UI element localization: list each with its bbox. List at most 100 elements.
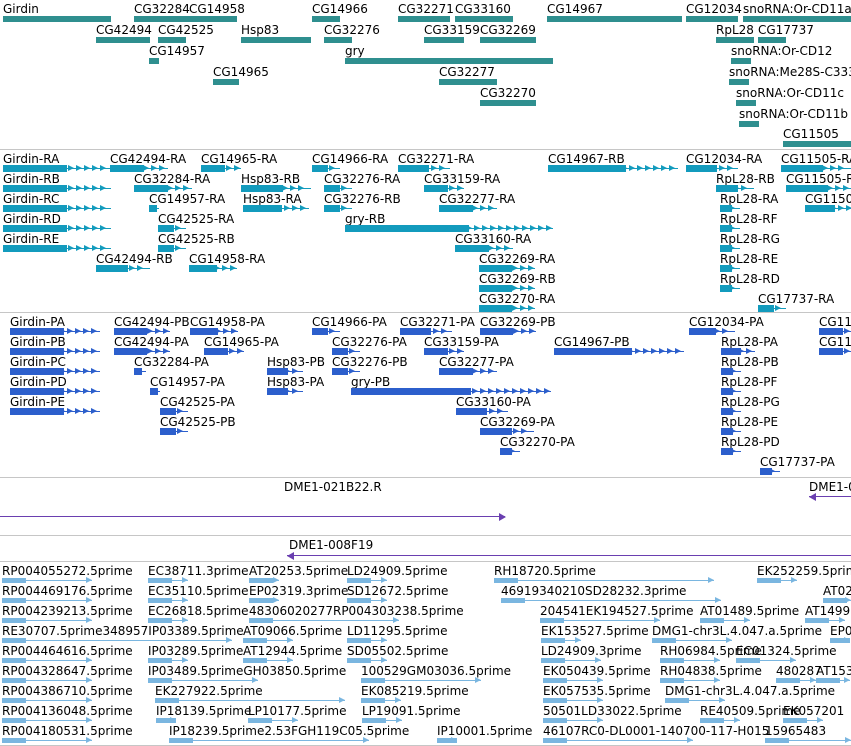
est-block[interactable] bbox=[243, 638, 267, 643]
est-block[interactable] bbox=[2, 638, 26, 643]
feature-label[interactable]: CG32269-PA bbox=[480, 415, 555, 429]
feature-label[interactable]: EK252259.5prime bbox=[757, 564, 851, 578]
feature-label[interactable]: Girdin-RC bbox=[3, 192, 60, 206]
exon-bar[interactable] bbox=[479, 285, 512, 292]
feature-label[interactable]: CG32269-RB bbox=[479, 272, 556, 286]
est-block[interactable] bbox=[805, 618, 829, 623]
feature-label[interactable]: CG42494-PA bbox=[114, 335, 189, 349]
est-block[interactable] bbox=[361, 678, 385, 683]
feature-label[interactable]: CG32269-RA bbox=[479, 252, 556, 266]
est-block[interactable] bbox=[700, 618, 724, 623]
feature-label[interactable]: Hsp83-PA bbox=[267, 375, 325, 389]
est-block[interactable] bbox=[541, 658, 565, 663]
feature-label[interactable]: CG32270-PA bbox=[500, 435, 575, 449]
est-block[interactable] bbox=[362, 718, 386, 723]
feature-label[interactable]: LD11295.5prime bbox=[347, 624, 448, 638]
gene-bar[interactable] bbox=[241, 37, 311, 43]
est-block[interactable] bbox=[437, 738, 457, 743]
feature-label[interactable]: IP10001.5prime bbox=[437, 724, 533, 738]
gene-bar[interactable] bbox=[398, 16, 450, 22]
gene-bar[interactable] bbox=[345, 58, 553, 64]
feature-label[interactable]: RH06984.5prime bbox=[660, 644, 762, 658]
gene-bar[interactable] bbox=[324, 37, 352, 43]
gene-bar[interactable] bbox=[213, 79, 239, 85]
feature-label[interactable]: Girdin-PD bbox=[10, 375, 67, 389]
gene-bar[interactable] bbox=[783, 141, 851, 147]
est-block[interactable] bbox=[2, 678, 26, 683]
feature-label[interactable]: RpL28-RA bbox=[720, 192, 779, 206]
gene-bar[interactable] bbox=[312, 16, 340, 22]
feature-label[interactable]: CG14958-RA bbox=[189, 252, 266, 266]
est-block[interactable] bbox=[541, 638, 565, 643]
feature-label[interactable]: CG14967-PB bbox=[554, 335, 630, 349]
est-block[interactable] bbox=[248, 718, 272, 723]
feature-label[interactable]: CG32277 bbox=[439, 65, 495, 79]
feature-label[interactable]: Girdin-RA bbox=[3, 152, 60, 166]
feature-label[interactable]: CG14957 bbox=[149, 44, 205, 58]
exon-bar[interactable] bbox=[400, 328, 431, 335]
exon-bar[interactable] bbox=[160, 408, 176, 415]
feature-label[interactable]: AT1499 bbox=[805, 604, 851, 618]
exon-bar[interactable] bbox=[398, 165, 429, 172]
gene-bar[interactable] bbox=[3, 16, 111, 22]
feature-label[interactable]: CG32270-RA bbox=[479, 292, 556, 306]
feature-label[interactable]: EK057535.5prime bbox=[543, 684, 651, 698]
feature-label[interactable]: 204541EK194527.5prime bbox=[540, 604, 694, 618]
feature-label[interactable]: CG42494-PB bbox=[114, 315, 190, 329]
feature-label[interactable]: CG11505-PA bbox=[819, 315, 851, 329]
feature-label[interactable]: RpL28-RG bbox=[720, 232, 780, 246]
exon-bar[interactable] bbox=[324, 205, 340, 212]
feature-label[interactable]: CG42525-RA bbox=[158, 212, 235, 226]
feature-label[interactable]: CG33160-PA bbox=[456, 395, 531, 409]
feature-label[interactable]: EK050439.5prime bbox=[543, 664, 651, 678]
feature-label[interactable]: RP004386710.5prime bbox=[2, 684, 133, 698]
feature-label[interactable]: CG33159-PA bbox=[424, 335, 499, 349]
feature-label[interactable]: EP0 bbox=[830, 624, 851, 638]
exon-bar[interactable] bbox=[3, 185, 67, 192]
feature-label[interactable]: CG11505 bbox=[783, 127, 839, 141]
feature-label[interactable]: LD24909.5prime bbox=[347, 564, 448, 578]
exon-bar[interactable] bbox=[479, 265, 512, 272]
est-block[interactable] bbox=[249, 598, 273, 603]
feature-label[interactable]: CG14958-PA bbox=[190, 315, 265, 329]
feature-label[interactable]: CG32276-RA bbox=[324, 172, 401, 186]
est-block[interactable] bbox=[347, 598, 371, 603]
feature-label[interactable]: DMG1-chr3L.4.047.a.5prime bbox=[665, 684, 836, 698]
feature-label[interactable]: RpL28-RB bbox=[716, 172, 775, 186]
gene-bar[interactable] bbox=[96, 37, 150, 43]
feature-label[interactable]: CG12034 bbox=[686, 2, 742, 16]
feature-label[interactable]: 46107RC0-DL0001-140700-117-H015 bbox=[543, 724, 770, 738]
feature-label[interactable]: EC26818.5prime bbox=[148, 604, 249, 618]
feature-label[interactable]: CG14957-PA bbox=[150, 375, 225, 389]
est-block[interactable] bbox=[501, 598, 525, 603]
feature-label[interactable]: EK153527.5prime bbox=[541, 624, 649, 638]
exon-bar[interactable] bbox=[312, 328, 328, 335]
feature-label[interactable]: Hsp83-RA bbox=[243, 192, 302, 206]
feature-label[interactable]: CG42525-PB bbox=[160, 415, 236, 429]
est-block[interactable] bbox=[757, 578, 781, 583]
feature-label[interactable]: Hsp83 bbox=[241, 23, 280, 37]
feature-label[interactable]: CG11505-RB bbox=[786, 172, 851, 186]
exon-bar[interactable] bbox=[332, 368, 348, 375]
feature-label[interactable]: snoRNA:Or-CD11c bbox=[736, 86, 844, 100]
feature-label[interactable]: CG17737 bbox=[758, 23, 814, 37]
gene-bar[interactable] bbox=[716, 37, 754, 43]
feature-label[interactable]: AT12944.5prime bbox=[243, 644, 343, 658]
feature-label[interactable]: CG32271-PA bbox=[400, 315, 475, 329]
exon-bar[interactable] bbox=[3, 205, 67, 212]
feature-label[interactable]: RpL28-RE bbox=[720, 252, 779, 266]
exon-bar[interactable] bbox=[480, 328, 513, 335]
est-block[interactable] bbox=[243, 658, 267, 663]
exon-bar[interactable] bbox=[324, 185, 340, 192]
gene-bar[interactable] bbox=[743, 16, 851, 22]
feature-label[interactable]: EP02319.3prime bbox=[249, 584, 349, 598]
feature-label[interactable]: RP004180531.5prime bbox=[2, 724, 133, 738]
feature-label[interactable]: EK227922.5prime bbox=[155, 684, 263, 698]
feature-label[interactable]: IP18139.5prime bbox=[156, 704, 252, 718]
feature-label[interactable]: CG32284-PA bbox=[134, 355, 209, 369]
est-block[interactable] bbox=[540, 618, 564, 623]
feature-label[interactable]: CG42525-PA bbox=[160, 395, 235, 409]
feature-label[interactable]: RE30707.5prime348957IP03389.5prime bbox=[2, 624, 244, 638]
gene-bar[interactable] bbox=[149, 58, 159, 64]
est-block[interactable] bbox=[543, 678, 567, 683]
